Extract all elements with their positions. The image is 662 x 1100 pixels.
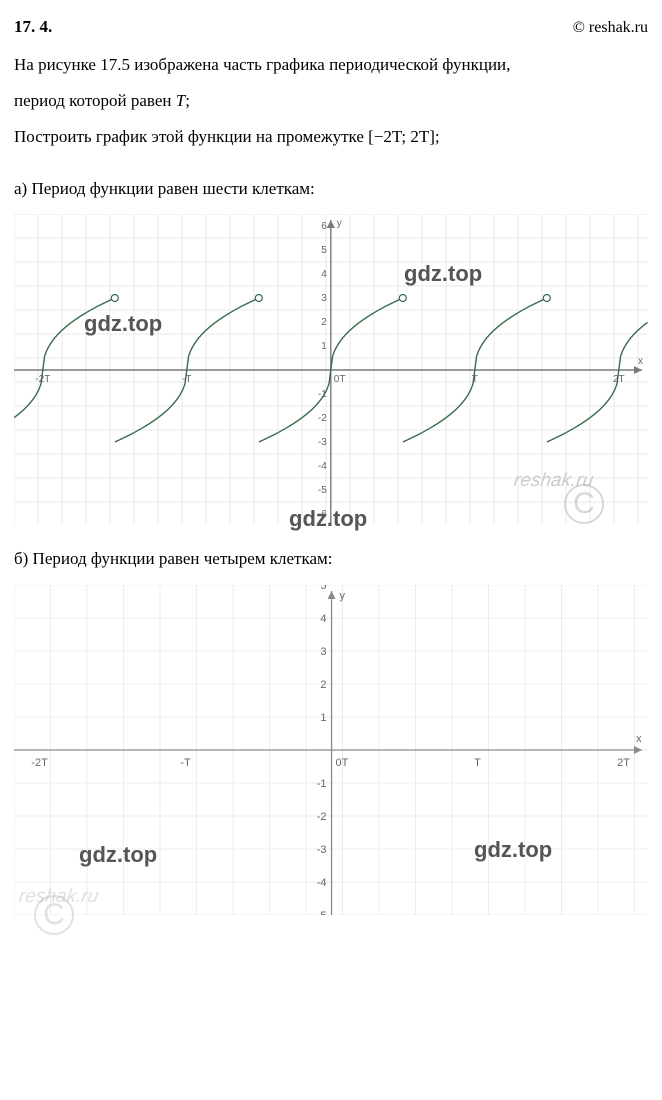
svg-text:4: 4: [320, 613, 326, 625]
var-T: T: [176, 91, 185, 110]
chart-a-wrap: -6-5-4-3-2-1123456-2T-T0TT2Txy gdz.top g…: [14, 214, 648, 524]
svg-text:3: 3: [321, 293, 327, 304]
svg-text:1: 1: [320, 712, 326, 724]
svg-text:-3: -3: [317, 844, 327, 856]
svg-text:-5: -5: [318, 485, 327, 496]
svg-text:-5: -5: [317, 910, 327, 915]
p2a: Построить график этой функции на промежу…: [14, 127, 368, 146]
svg-text:-T: -T: [180, 757, 191, 769]
svg-text:0T: 0T: [334, 374, 346, 385]
section-b-label: б) Период функции равен четырем клеткам:: [14, 544, 648, 575]
section-a-label: а) Период функции равен шести клеткам:: [14, 174, 648, 205]
svg-text:-2T: -2T: [35, 374, 50, 385]
svg-text:-2T: -2T: [31, 757, 48, 769]
svg-text:4: 4: [321, 269, 327, 280]
svg-text:-T: -T: [182, 374, 191, 385]
svg-text:2: 2: [320, 679, 326, 691]
svg-text:3: 3: [320, 646, 326, 658]
page: 17. 4. © reshak.ru На рисунке 17.5 изобр…: [0, 0, 662, 927]
svg-text:y: y: [337, 218, 342, 229]
svg-text:x: x: [638, 356, 643, 367]
chart-b: -5 -4 -3 -2 -1 1 2 3 4 5 -2T -T 0T T 2T x y: [14, 585, 648, 915]
p1a: На рисунке 17.5 изображена часть графика…: [14, 55, 510, 74]
svg-text:6: 6: [321, 221, 327, 232]
header: 17. 4. © reshak.ru: [14, 12, 648, 43]
svg-text:2: 2: [321, 317, 327, 328]
svg-text:-2: -2: [317, 811, 327, 823]
paragraph-1b: период которой равен T;: [14, 85, 648, 117]
chart-b-wrap: -5-4-3-2-112345-2T-T0TT2Txy gdz.top gdz.…: [14, 585, 648, 915]
svg-text:-2: -2: [318, 413, 327, 424]
p2b: ;: [435, 127, 440, 146]
paragraph-1: На рисунке 17.5 изображена часть графика…: [14, 49, 648, 81]
svg-text:5: 5: [320, 585, 326, 592]
svg-text:1: 1: [321, 341, 327, 352]
problem-number: 17. 4.: [14, 12, 52, 43]
svg-text:2T: 2T: [613, 374, 625, 385]
svg-text:2T: 2T: [617, 757, 630, 769]
svg-text:-1: -1: [317, 778, 327, 790]
svg-text:-6: -6: [318, 509, 327, 520]
svg-text:x: x: [636, 733, 642, 745]
svg-text:-3: -3: [318, 437, 327, 448]
paragraph-2: Построить график этой функции на промежу…: [14, 121, 648, 153]
svg-text:-4: -4: [318, 461, 327, 472]
credit-text: © reshak.ru: [573, 14, 648, 43]
interval: [−2T; 2T]: [368, 127, 435, 146]
svg-text:-4: -4: [317, 877, 327, 889]
svg-text:5: 5: [321, 245, 327, 256]
p1c: ;: [185, 91, 190, 110]
svg-text:y: y: [340, 590, 346, 602]
svg-text:T: T: [474, 757, 481, 769]
p1b: период которой равен: [14, 91, 176, 110]
svg-text:0T: 0T: [336, 757, 349, 769]
chart-a: -6-5-4-3-2-1123456-2T-T0TT2Txy: [14, 214, 648, 524]
